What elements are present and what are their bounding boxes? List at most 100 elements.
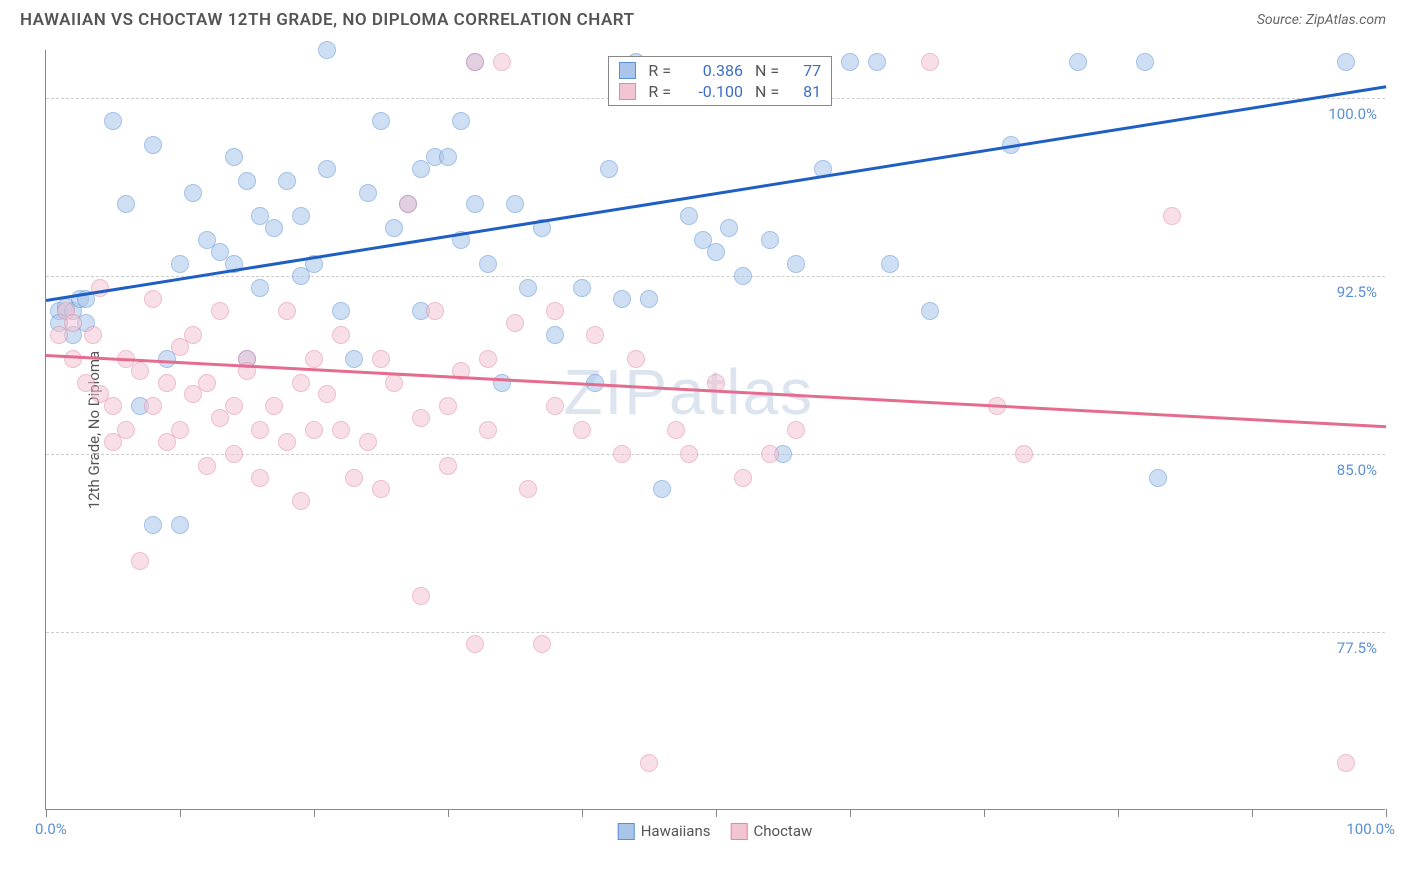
legend-bottom: HawaiiansChoctaw [618,822,813,840]
data-point [345,350,363,368]
x-tick [46,809,47,817]
data-point [385,374,403,392]
data-point [292,492,310,510]
data-point [184,326,202,344]
data-point [144,397,162,415]
x-tick [1118,809,1119,817]
data-point [198,457,216,475]
data-point [211,302,229,320]
y-gridline [46,276,1385,277]
x-tick [582,809,583,817]
data-point [667,421,685,439]
data-point [881,255,899,273]
data-point [318,160,336,178]
data-point [184,184,202,202]
data-point [640,754,658,772]
data-point [198,374,216,392]
data-point [251,421,269,439]
x-tick [984,809,985,817]
data-point [439,397,457,415]
data-point [412,409,430,427]
data-point [493,53,511,71]
y-gridline [46,632,1385,633]
legend-stats: R =0.386N =77R =-0.100N =81 [608,56,832,106]
x-tick [1252,809,1253,817]
data-point [546,302,564,320]
data-point [734,267,752,285]
data-point [546,326,564,344]
legend-stat-row: R =0.386N =77 [619,60,821,81]
data-point [171,516,189,534]
data-point [439,457,457,475]
y-tick-label: 77.5% [1337,639,1377,657]
data-point [117,421,135,439]
plot-area: ZIPatlas 77.5%85.0%92.5%100.0%R =0.386N … [45,50,1385,810]
chart-container: 12th Grade, No Diploma ZIPatlas 77.5%85.… [45,50,1385,810]
data-point [1337,754,1355,772]
watermark-zip: ZIP [563,356,669,428]
legend-r-value: -0.100 [683,82,743,101]
trend-line [46,354,1386,428]
data-point [412,587,430,605]
data-point [131,552,149,570]
x-tick [180,809,181,817]
data-point [251,279,269,297]
data-point [613,290,631,308]
data-point [332,302,350,320]
data-point [292,207,310,225]
data-point [586,326,604,344]
data-point [466,53,484,71]
data-point [506,195,524,213]
data-point [104,112,122,130]
data-point [64,350,82,368]
data-point [225,397,243,415]
data-point [519,279,537,297]
data-point [144,290,162,308]
data-point [278,433,296,451]
data-point [1163,207,1181,225]
data-point [158,374,176,392]
data-point [1136,53,1154,71]
data-point [680,207,698,225]
x-tick [1386,809,1387,817]
data-point [265,397,283,415]
data-point [439,148,457,166]
legend-n-label: N = [755,82,779,101]
data-point [305,350,323,368]
data-point [318,41,336,59]
data-point [278,172,296,190]
data-point [720,219,738,237]
data-point [573,279,591,297]
data-point [318,385,336,403]
data-point [171,255,189,273]
legend-series: Choctaw [731,822,813,840]
data-point [707,243,725,261]
data-point [1069,53,1087,71]
data-point [761,445,779,463]
data-point [238,172,256,190]
data-point [573,421,591,439]
legend-series-label: Choctaw [754,822,813,840]
data-point [144,516,162,534]
data-point [479,255,497,273]
data-point [921,302,939,320]
x-tick [850,809,851,817]
legend-swatch [619,62,636,79]
data-point [372,350,390,368]
data-point [332,326,350,344]
data-point [466,195,484,213]
data-point [734,469,752,487]
data-point [251,469,269,487]
data-point [466,635,484,653]
data-point [359,184,377,202]
legend-n-label: N = [755,61,779,80]
data-point [787,255,805,273]
data-point [519,480,537,498]
data-point [265,219,283,237]
data-point [372,112,390,130]
legend-stat-row: R =-0.100N =81 [619,81,821,102]
source-attribution: Source: ZipAtlas.com [1257,12,1386,28]
data-point [613,445,631,463]
data-point [627,350,645,368]
y-tick-label: 85.0% [1337,461,1377,479]
